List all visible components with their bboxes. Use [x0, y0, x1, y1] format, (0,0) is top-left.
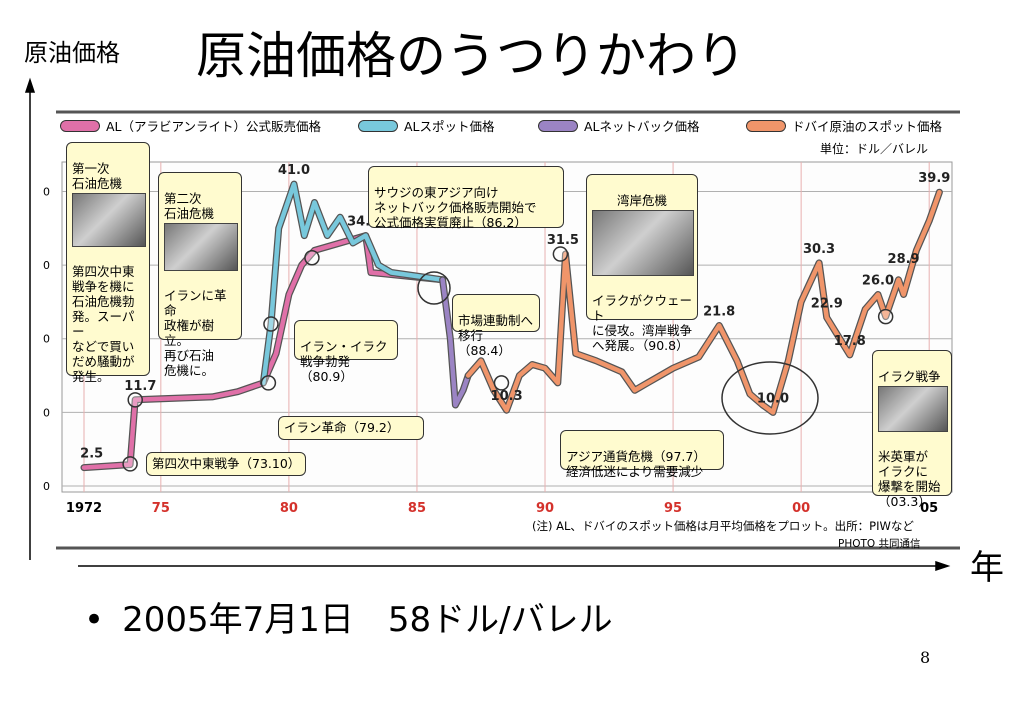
bullet-item: • 2005年7月1日 58ドル/バレル [84, 598, 613, 642]
callout-market-linked: 市場連動制へ 移行（88.4） [452, 294, 540, 358]
x-tick-label: 90 [536, 501, 554, 516]
callout-iran-revolution: イラン革命（79.2） [278, 416, 424, 440]
y-axis-label: 原油価格 [24, 39, 120, 67]
event-marker [127, 392, 143, 408]
legend-item-al-netback: ALネットバック価格 [538, 116, 700, 135]
callout-oil-crisis-1: 第一次 石油危機 第四次中東 戦争を機に 石油危機勃 発。スーパー などで買い … [66, 142, 150, 384]
legend-item-dubai-spot: ドバイ原油のスポット価格 [746, 116, 942, 135]
value-label: 21.8 [703, 304, 735, 319]
callout-text: イラン革命（79.2） [284, 420, 400, 435]
value-label: 31.5 [547, 233, 579, 248]
value-label: 17.8 [834, 334, 866, 349]
event-marker [493, 375, 510, 391]
legend-swatch [358, 119, 398, 132]
x-tick-label: 1972 [66, 501, 102, 516]
callout-heading: イラク戦争 [878, 369, 941, 384]
chart-footnote: (注) AL、ドバイのスポット価格は月平均価格をプロット。出所：PIWなど [532, 519, 914, 533]
x-tick-label: 80 [280, 501, 298, 516]
legend-item-al-spot: ALスポット価格 [358, 116, 495, 135]
slide-axes [24, 77, 951, 572]
callout-iraq-war: イラク戦争 米英軍が イラクに 爆撃を開始 （03.3） [872, 350, 952, 509]
y-tick-label: 0 [43, 406, 50, 419]
callout-text: サウジの東アジア向け ネットバック価格販売開始で 公式価格実質廃止（86.2） [374, 185, 537, 230]
x-axis-label: 年 [970, 548, 1004, 588]
value-label: 11.7 [124, 379, 156, 394]
y-tick-label: 0 [43, 259, 50, 272]
event-marker [260, 375, 277, 391]
event-marker [877, 308, 894, 325]
photo-oil-crisis-1 [72, 193, 146, 247]
x-tick-label: 05 [920, 501, 938, 516]
x-tick-label: 95 [664, 501, 682, 516]
bullet-dot: • [84, 600, 105, 640]
page-number: 8 [920, 648, 931, 667]
callout-heading: 第二次 石油危機 [164, 191, 215, 221]
callout-heading: 湾岸危機 [616, 193, 667, 208]
legend-swatch [538, 119, 578, 132]
legend-label: ALネットバック価格 [584, 119, 700, 134]
callout-heading: 第一次 石油危機 [72, 161, 123, 191]
photo-oil-crisis-2 [164, 223, 238, 271]
photo-credit: PHOTO 共同通信 [838, 538, 921, 550]
callout-oil-crisis-2: 第二次 石油危機 イランに革命 政権が樹立。 再び石油 危機に。 [158, 172, 242, 378]
callout-text: イラン・イラク 戦争勃発（80.9） [300, 339, 388, 384]
value-label: 2.5 [80, 447, 103, 462]
callout-text: 第四次中東 戦争を機に 石油危機勃 発。スーパー などで買い だめ騒動が 発生。 [72, 264, 135, 384]
callout-text: イラクがクウェート に侵攻。湾岸戦争 へ発展。（90.8） [592, 293, 693, 353]
unit-label: 単位：ドル／バレル [820, 142, 929, 156]
value-label: 39.9 [918, 171, 950, 186]
series-line-1 [261, 181, 445, 386]
legend-label: ALスポット価格 [404, 119, 495, 134]
series-line-2 [440, 277, 471, 408]
callout-text: 第四次中東戦争（73.10） [152, 456, 301, 471]
legend-label: ドバイ原油のスポット価格 [792, 119, 943, 134]
legend-item-al-official: AL（アラビアンライト）公式販売価格 [60, 116, 321, 135]
chart-x-ticks: 1972 75 80 85 90 95 00 05 [66, 501, 938, 516]
event-circles [417, 271, 819, 435]
callout-text: 米英軍が イラクに 爆撃を開始 （03.3） [878, 449, 941, 509]
value-label: 28.9 [888, 252, 920, 267]
value-label: 30.3 [803, 242, 835, 257]
x-tick-label: 85 [408, 501, 426, 516]
value-label: 10.3 [491, 389, 523, 404]
y-tick-label: 0 [43, 480, 50, 493]
value-label: 26.0 [862, 274, 894, 289]
slide-title: 原油価格のうつりかわり [196, 27, 746, 85]
photo-gulf-crisis [592, 210, 694, 276]
legend-swatch [60, 119, 100, 132]
y-tick-label: 0 [43, 333, 50, 346]
photo-iraq-war [878, 386, 948, 432]
value-label: 22.9 [811, 296, 843, 311]
chart-legend: AL（アラビアンライト）公式販売価格 ALスポット価格 ALネットバック価格 ド… [56, 116, 956, 138]
x-tick-label: 00 [792, 501, 810, 516]
callout-4th-mideast-war: 第四次中東戦争（73.10） [146, 452, 306, 476]
value-label: 10.0 [757, 391, 789, 406]
callout-gulf-crisis: 湾岸危機 イラクがクウェート に侵攻。湾岸戦争 へ発展。（90.8） [586, 174, 698, 353]
event-marker [122, 456, 138, 472]
event-marker [552, 246, 569, 262]
callout-text: イランに革命 政権が樹立。 再び石油 危機に。 [164, 288, 227, 378]
x-tick-label: 75 [152, 501, 170, 516]
callout-asian-currency-crisis: アジア通貨危機（97.7） 経済低迷により需要減少 [560, 430, 724, 479]
value-label: 41.0 [278, 163, 310, 178]
callout-text: 市場連動制へ 移行（88.4） [458, 313, 534, 358]
callout-saudi-netback: サウジの東アジア向け ネットバック価格販売開始で 公式価格実質廃止（86.2） [368, 166, 564, 230]
bullet-text: 2005年7月1日 58ドル/バレル [122, 600, 613, 640]
event-marker [304, 249, 320, 266]
y-tick-label: 0 [43, 185, 50, 198]
series-line-3 [465, 189, 942, 415]
callout-iran-iraq-war: イラン・イラク 戦争勃発（80.9） [294, 320, 398, 384]
chart-series-layer [80, 180, 943, 472]
legend-label: AL（アラビアンライト）公式販売価格 [106, 119, 322, 134]
event-marker [263, 316, 279, 332]
callout-text: アジア通貨危機（97.7） 経済低迷により需要減少 [566, 449, 706, 479]
legend-swatch [746, 119, 786, 132]
chart-value-labels: 2.511.741.034.031.510.321.810.030.322.91… [80, 163, 950, 462]
